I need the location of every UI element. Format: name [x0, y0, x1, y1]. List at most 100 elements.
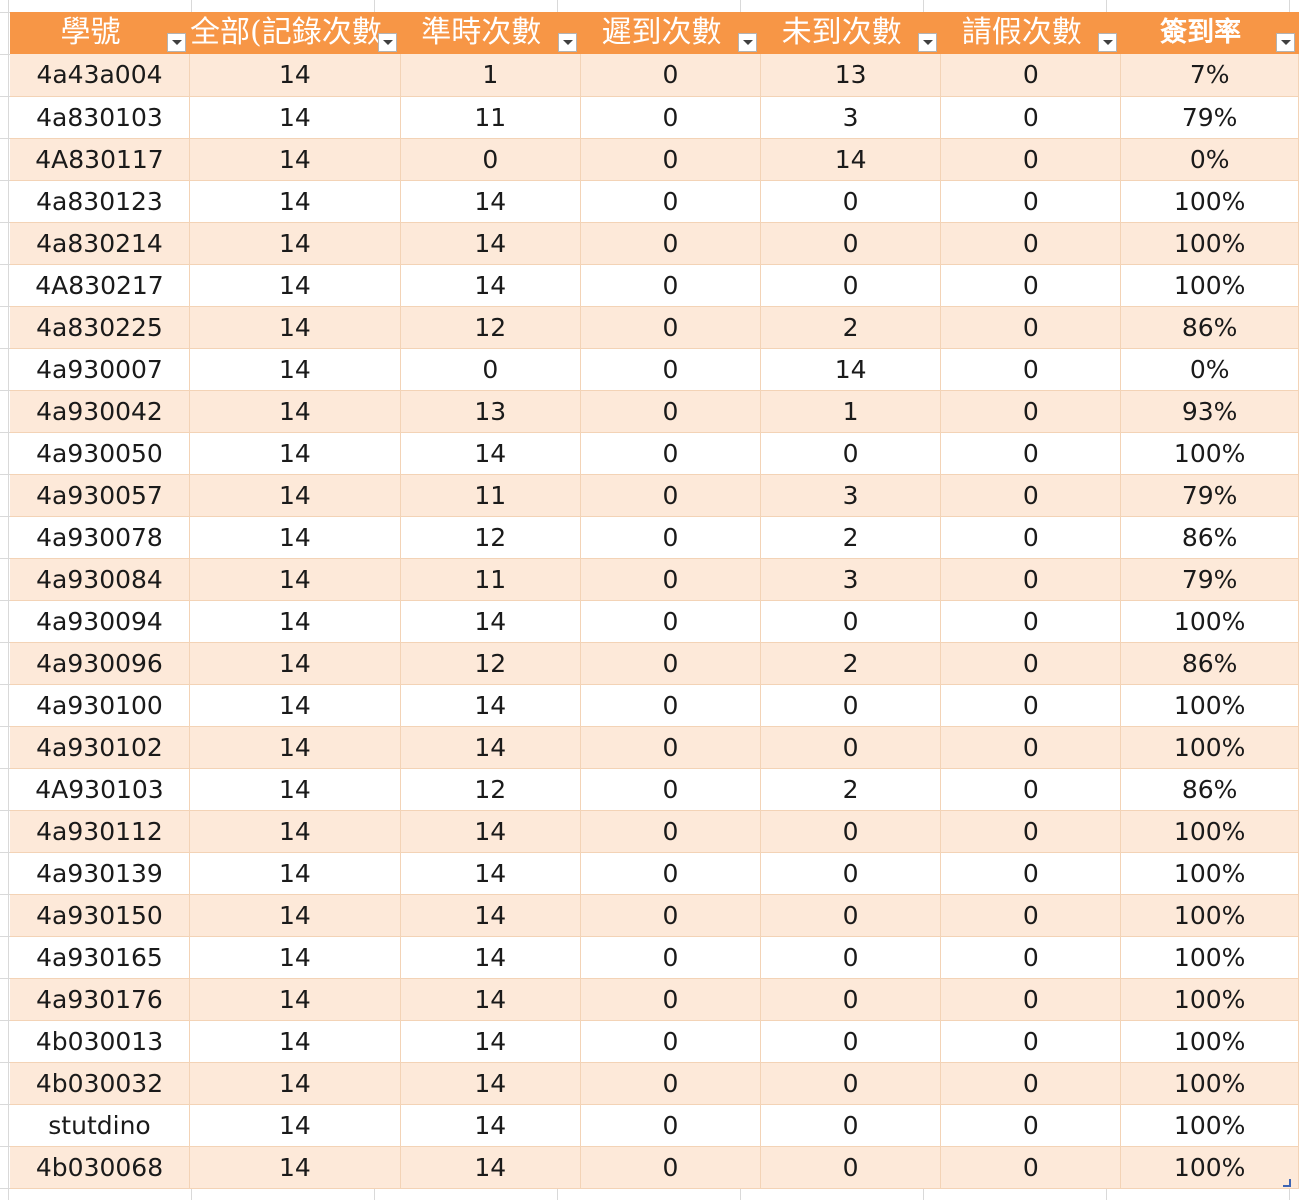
cell-on-time[interactable]: 12	[400, 306, 581, 349]
cell-absent[interactable]: 0	[760, 852, 942, 895]
table-resize-handle-icon[interactable]	[1283, 1179, 1291, 1187]
cell-student-id[interactable]: 4a830225	[10, 306, 190, 349]
cell-total-records[interactable]: 14	[189, 264, 401, 307]
cell-total-records[interactable]: 14	[189, 516, 401, 559]
cell-on-time[interactable]: 14	[400, 222, 581, 265]
cell-leave[interactable]: 0	[940, 1104, 1122, 1147]
cell-total-records[interactable]: 14	[189, 978, 401, 1021]
cell-late[interactable]: 0	[580, 432, 762, 475]
cell-total-records[interactable]: 14	[189, 348, 401, 391]
cell-on-time[interactable]: 12	[400, 768, 581, 811]
header-on-time-count[interactable]: 準時次數	[400, 12, 581, 54]
cell-student-id[interactable]: 4a930096	[10, 642, 190, 685]
cell-on-time[interactable]: 14	[400, 1020, 581, 1063]
cell-absent[interactable]: 2	[760, 306, 942, 349]
cell-late[interactable]: 0	[580, 390, 762, 433]
cell-absent[interactable]: 0	[760, 978, 942, 1021]
cell-leave[interactable]: 0	[940, 390, 1122, 433]
cell-late[interactable]: 0	[580, 768, 762, 811]
cell-leave[interactable]: 0	[940, 1020, 1122, 1063]
cell-absent[interactable]: 0	[760, 894, 942, 937]
cell-late[interactable]: 0	[580, 978, 762, 1021]
cell-check-in-rate[interactable]: 86%	[1120, 642, 1299, 685]
cell-check-in-rate[interactable]: 0%	[1120, 348, 1299, 391]
cell-student-id[interactable]: 4a930139	[10, 852, 190, 895]
cell-leave[interactable]: 0	[940, 852, 1122, 895]
cell-student-id[interactable]: 4a930150	[10, 894, 190, 937]
cell-check-in-rate[interactable]: 79%	[1120, 96, 1299, 139]
cell-check-in-rate[interactable]: 100%	[1120, 1062, 1299, 1105]
cell-late[interactable]: 0	[580, 1146, 762, 1189]
cell-on-time[interactable]: 11	[400, 474, 581, 517]
cell-on-time[interactable]: 0	[400, 348, 581, 391]
cell-absent[interactable]: 0	[760, 1062, 942, 1105]
cell-absent[interactable]: 0	[760, 600, 942, 643]
filter-dropdown-icon[interactable]	[1098, 33, 1118, 52]
cell-absent[interactable]: 0	[760, 222, 942, 265]
cell-check-in-rate[interactable]: 93%	[1120, 390, 1299, 433]
cell-on-time[interactable]: 12	[400, 516, 581, 559]
cell-absent[interactable]: 2	[760, 642, 942, 685]
cell-check-in-rate[interactable]: 100%	[1120, 684, 1299, 727]
cell-student-id[interactable]: 4a830103	[10, 96, 190, 139]
cell-on-time[interactable]: 11	[400, 96, 581, 139]
cell-absent[interactable]: 0	[760, 1146, 942, 1189]
cell-on-time[interactable]: 14	[400, 1062, 581, 1105]
cell-leave[interactable]: 0	[940, 348, 1122, 391]
cell-absent[interactable]: 14	[760, 138, 942, 181]
cell-check-in-rate[interactable]: 86%	[1120, 768, 1299, 811]
cell-total-records[interactable]: 14	[189, 1062, 401, 1105]
cell-on-time[interactable]: 0	[400, 138, 581, 181]
cell-leave[interactable]: 0	[940, 642, 1122, 685]
cell-late[interactable]: 0	[580, 1062, 762, 1105]
cell-student-id[interactable]: 4a43a004	[10, 54, 190, 97]
cell-on-time[interactable]: 11	[400, 558, 581, 601]
header-absent-count[interactable]: 未到次數	[760, 12, 942, 54]
cell-student-id[interactable]: 4a930050	[10, 432, 190, 475]
cell-leave[interactable]: 0	[940, 558, 1122, 601]
cell-student-id[interactable]: 4A830117	[10, 138, 190, 181]
cell-late[interactable]: 0	[580, 138, 762, 181]
cell-late[interactable]: 0	[580, 894, 762, 937]
cell-absent[interactable]: 1	[760, 390, 942, 433]
cell-total-records[interactable]: 14	[189, 600, 401, 643]
cell-leave[interactable]: 0	[940, 810, 1122, 853]
cell-student-id[interactable]: 4a930084	[10, 558, 190, 601]
cell-on-time[interactable]: 14	[400, 978, 581, 1021]
cell-check-in-rate[interactable]: 100%	[1120, 1020, 1299, 1063]
cell-absent[interactable]: 0	[760, 726, 942, 769]
cell-total-records[interactable]: 14	[189, 1146, 401, 1189]
cell-student-id[interactable]: 4b030068	[10, 1146, 190, 1189]
cell-check-in-rate[interactable]: 100%	[1120, 264, 1299, 307]
cell-late[interactable]: 0	[580, 222, 762, 265]
cell-on-time[interactable]: 14	[400, 1146, 581, 1189]
cell-leave[interactable]: 0	[940, 768, 1122, 811]
cell-leave[interactable]: 0	[940, 978, 1122, 1021]
cell-total-records[interactable]: 14	[189, 726, 401, 769]
cell-absent[interactable]: 0	[760, 810, 942, 853]
cell-student-id[interactable]: 4A830217	[10, 264, 190, 307]
cell-late[interactable]: 0	[580, 348, 762, 391]
cell-on-time[interactable]: 14	[400, 180, 581, 223]
cell-absent[interactable]: 14	[760, 348, 942, 391]
cell-on-time[interactable]: 13	[400, 390, 581, 433]
cell-absent[interactable]: 13	[760, 54, 942, 97]
cell-total-records[interactable]: 14	[189, 138, 401, 181]
cell-leave[interactable]: 0	[940, 54, 1122, 97]
cell-late[interactable]: 0	[580, 852, 762, 895]
cell-total-records[interactable]: 14	[189, 96, 401, 139]
cell-student-id[interactable]: 4a930176	[10, 978, 190, 1021]
cell-student-id[interactable]: stutdino	[10, 1104, 190, 1147]
cell-leave[interactable]: 0	[940, 936, 1122, 979]
cell-check-in-rate[interactable]: 0%	[1120, 138, 1299, 181]
filter-dropdown-icon[interactable]	[377, 33, 397, 52]
cell-check-in-rate[interactable]: 100%	[1120, 222, 1299, 265]
cell-student-id[interactable]: 4A930103	[10, 768, 190, 811]
cell-student-id[interactable]: 4a930057	[10, 474, 190, 517]
cell-leave[interactable]: 0	[940, 726, 1122, 769]
cell-leave[interactable]: 0	[940, 180, 1122, 223]
cell-check-in-rate[interactable]: 79%	[1120, 474, 1299, 517]
cell-absent[interactable]: 0	[760, 1020, 942, 1063]
cell-total-records[interactable]: 14	[189, 684, 401, 727]
cell-student-id[interactable]: 4a930165	[10, 936, 190, 979]
